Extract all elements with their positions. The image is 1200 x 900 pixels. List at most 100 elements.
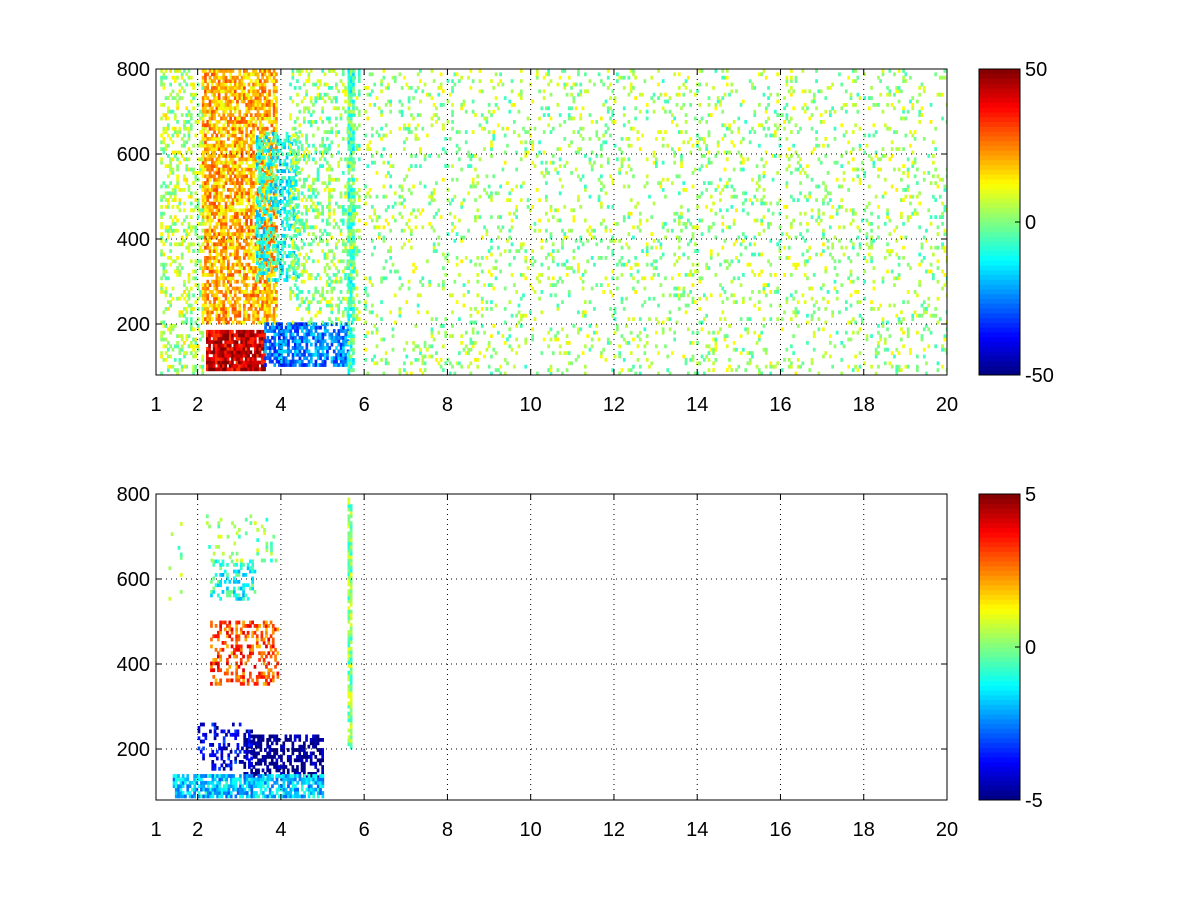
heatmap-cell — [296, 116, 299, 121]
heatmap-cell — [240, 262, 244, 267]
heatmap-cell — [375, 218, 379, 223]
heatmap-cell — [206, 181, 210, 185]
heatmap-cell — [178, 82, 182, 87]
heatmap-cell — [236, 177, 239, 182]
heatmap-cell — [270, 293, 274, 298]
heatmap-cell — [217, 276, 221, 281]
heatmap-cell — [169, 330, 172, 335]
heatmap-cell — [298, 352, 302, 357]
heatmap-cell — [233, 343, 237, 348]
heatmap-cell — [398, 194, 402, 199]
heatmap-cell — [462, 347, 466, 352]
heatmap-cell — [281, 206, 284, 211]
heatmap-cell — [201, 99, 205, 104]
heatmap-cell — [364, 290, 367, 294]
heatmap-cell — [432, 113, 436, 117]
heatmap-cell — [204, 123, 207, 128]
heatmap-cell — [291, 225, 295, 230]
heatmap-cell — [206, 215, 210, 219]
heatmap-cell — [353, 123, 356, 128]
heatmap-cell — [352, 177, 355, 182]
heatmap-cell — [288, 254, 291, 259]
heatmap-cell — [204, 184, 207, 189]
heatmap-cell — [249, 367, 253, 372]
heatmap-cell — [319, 201, 322, 206]
heatmap-cell — [293, 222, 297, 226]
heatmap-cell — [204, 245, 207, 250]
heatmap-cell — [196, 143, 200, 148]
heatmap-cell — [292, 233, 296, 238]
heatmap-cell — [240, 167, 244, 172]
heatmap-cell — [357, 249, 361, 253]
heatmap-cell — [273, 346, 277, 350]
heatmap-cell — [291, 363, 295, 367]
heatmap-cell — [217, 239, 221, 243]
heatmap-cell — [222, 69, 226, 73]
heatmap-cell — [211, 99, 214, 104]
heatmap-cell — [222, 89, 226, 94]
heatmap-cell — [275, 211, 278, 216]
heatmap-cell — [236, 188, 239, 192]
heatmap-cell — [485, 347, 489, 352]
heatmap-cell — [201, 120, 205, 124]
heatmap-cell — [499, 79, 502, 83]
heatmap-cell — [227, 160, 230, 165]
heatmap-cell — [217, 303, 221, 308]
heatmap-cell — [238, 208, 242, 213]
heatmap-cell — [238, 296, 242, 301]
heatmap-cell — [335, 72, 338, 77]
heatmap-cell — [352, 150, 355, 155]
heatmap-cell — [288, 274, 291, 279]
heatmap-cell — [167, 191, 170, 196]
heatmap-cell — [352, 72, 355, 77]
heatmap-cell — [204, 228, 207, 233]
heatmap-cell — [208, 201, 212, 206]
heatmap-cell — [437, 330, 441, 335]
heatmap-cell — [213, 79, 216, 83]
heatmap-cell — [335, 242, 338, 247]
heatmap-cell — [307, 157, 311, 162]
heatmap-cell — [249, 174, 253, 179]
heatmap-cell — [455, 143, 459, 148]
heatmap-cell — [215, 235, 219, 240]
heatmap-cell — [485, 191, 489, 196]
heatmap-cell — [298, 335, 302, 340]
heatmap-cell — [201, 310, 205, 315]
heatmap-cell — [524, 259, 528, 264]
heatmap-cell — [171, 126, 175, 131]
heatmap-cell — [480, 313, 484, 318]
heatmap-cell — [249, 218, 253, 223]
heatmap-cell — [291, 352, 295, 357]
heatmap-cell — [224, 222, 228, 226]
heatmap-cell — [352, 368, 355, 372]
heatmap-cell — [201, 330, 205, 335]
heatmap-cell — [296, 359, 299, 364]
heatmap-cell — [164, 307, 168, 311]
heatmap-cell — [169, 364, 172, 369]
heatmap-cell — [252, 72, 255, 77]
heatmap-cell — [217, 296, 221, 301]
heatmap-cell — [312, 188, 315, 192]
heatmap-cell — [178, 296, 182, 301]
heatmap-cell — [435, 106, 438, 111]
heatmap-cell — [252, 133, 255, 138]
heatmap-cell — [435, 113, 438, 117]
heatmap-cell — [176, 269, 179, 274]
heatmap-cell — [249, 293, 253, 298]
heatmap-cell — [303, 106, 306, 111]
heatmap-cell — [249, 211, 253, 216]
heatmap-cell — [185, 232, 189, 236]
heatmap-cell — [455, 300, 459, 304]
heatmap-cell — [393, 293, 397, 298]
heatmap-cell — [206, 177, 210, 182]
heatmap-cell — [321, 239, 324, 243]
heatmap-cell — [339, 349, 343, 354]
heatmap-cell — [298, 342, 302, 347]
heatmap-cell — [347, 208, 351, 213]
heatmap-cell — [300, 339, 304, 344]
heatmap-cell — [208, 211, 212, 216]
heatmap-cell — [199, 184, 202, 189]
heatmap-cell — [211, 154, 214, 158]
heatmap-cell — [231, 350, 234, 355]
heatmap-cell — [220, 184, 223, 189]
